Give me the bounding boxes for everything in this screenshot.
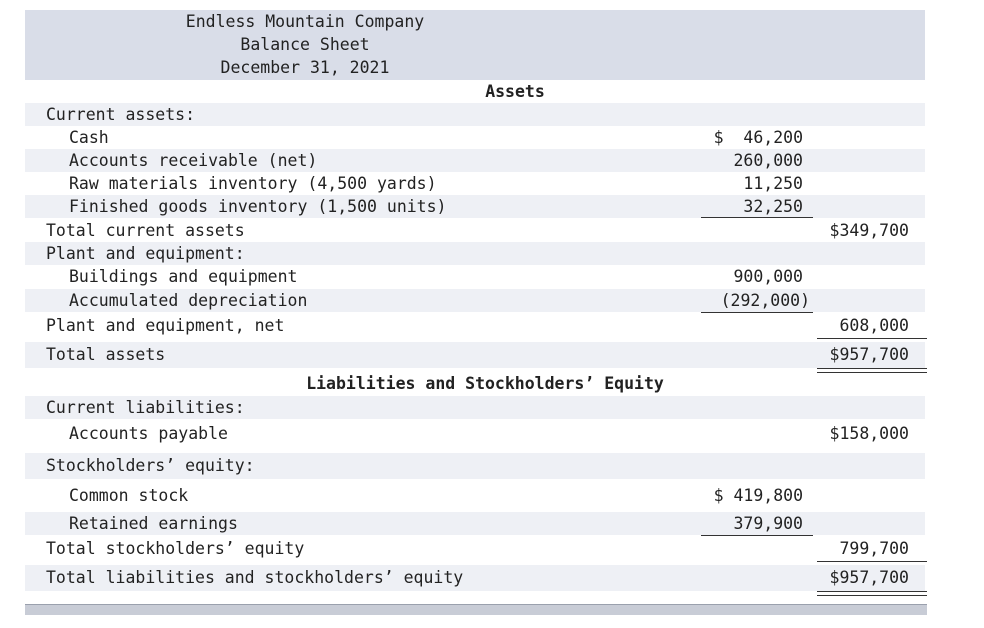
accounts-payable-value: $158,000	[829, 424, 909, 443]
table-row: Current assets:	[25, 103, 925, 126]
table-row: Accumulated depreciation (292,000)	[25, 289, 925, 312]
double-underline	[817, 591, 927, 596]
table-row: Common stock $ 419,800	[25, 483, 925, 509]
total-current-assets-label: Total current assets	[46, 221, 245, 240]
ar-label: Accounts receivable (net)	[69, 151, 318, 170]
liabilities-heading: Liabilities and Stockholders’ Equity	[306, 374, 664, 393]
common-stock-value: $ 419,800	[713, 486, 803, 505]
current-liabilities-label: Current liabilities:	[46, 398, 245, 417]
underline	[701, 535, 813, 536]
retained-earnings-label: Retained earnings	[69, 514, 238, 533]
table-row: Total liabilities and stockholders’ equi…	[25, 565, 925, 591]
total-assets-label: Total assets	[46, 345, 166, 364]
underline	[701, 217, 813, 218]
total-assets-value: $957,700	[829, 345, 909, 364]
table-row: Raw materials inventory (4,500 yards) 11…	[25, 172, 925, 195]
plant-net-value: 608,000	[839, 316, 909, 335]
cash-value: $ 46,200	[713, 128, 803, 147]
ar-value: 260,000	[733, 151, 803, 170]
common-stock-label: Common stock	[69, 486, 189, 505]
table-row: Plant and equipment:	[25, 242, 925, 265]
table-row: Current liabilities:	[25, 396, 925, 419]
accum-depreciation-label: Accumulated depreciation	[69, 291, 308, 310]
total-le-label: Total liabilities and stockholders’ equi…	[46, 568, 464, 587]
raw-materials-value: 11,250	[743, 174, 803, 193]
accum-depreciation-value: (292,000)	[720, 291, 810, 310]
table-row: Total assets $957,700	[25, 342, 925, 368]
underline	[817, 338, 927, 339]
balance-sheet: Endless Mountain Company Balance Sheet D…	[25, 10, 927, 596]
accounts-payable-label: Accounts payable	[69, 424, 228, 443]
finished-goods-value: 32,250	[743, 197, 803, 216]
table-row: Cash $ 46,200	[25, 126, 925, 149]
plant-equipment-label: Plant and equipment:	[46, 244, 245, 263]
assets-heading: Assets	[485, 82, 545, 101]
underline	[701, 312, 813, 313]
total-current-assets-value: $349,700	[829, 221, 909, 240]
company-name: Endless Mountain Company	[185, 12, 425, 31]
table-row: Buildings and equipment 900,000	[25, 265, 925, 288]
current-assets-label: Current assets:	[46, 105, 196, 124]
stockholders-equity-label: Stockholders’ equity:	[46, 456, 255, 475]
table-row: Finished goods inventory (1,500 units) 3…	[25, 195, 925, 218]
double-underline	[817, 368, 927, 373]
plant-net-label: Plant and equipment, net	[46, 316, 285, 335]
horizontal-scrollbar[interactable]	[25, 604, 927, 615]
table-row: Accounts receivable (net) 260,000	[25, 149, 925, 172]
statement-title: Balance Sheet	[240, 35, 370, 54]
total-se-value: 799,700	[839, 539, 909, 558]
total-se-label: Total stockholders’ equity	[46, 539, 305, 558]
table-row: Total stockholders’ equity 799,700	[25, 537, 925, 560]
finished-goods-label: Finished goods inventory (1,500 units)	[69, 197, 447, 216]
total-le-value: $957,700	[829, 568, 909, 587]
underline	[817, 561, 927, 562]
table-row: Plant and equipment, net 608,000	[25, 314, 925, 337]
buildings-value: 900,000	[733, 267, 803, 286]
table-row: Stockholders’ equity:	[25, 453, 925, 479]
statement-date: December 31, 2021	[220, 58, 390, 77]
cash-label: Cash	[69, 128, 109, 147]
retained-earnings-value: 379,900	[733, 514, 803, 533]
sheet-header: Endless Mountain Company Balance Sheet D…	[25, 10, 925, 80]
buildings-label: Buildings and equipment	[69, 267, 298, 286]
table-row: Accounts payable $158,000	[25, 421, 925, 447]
table-row: Retained earnings 379,900	[25, 512, 925, 535]
raw-materials-label: Raw materials inventory (4,500 yards)	[69, 174, 437, 193]
table-row: Total current assets $349,700	[25, 219, 925, 242]
